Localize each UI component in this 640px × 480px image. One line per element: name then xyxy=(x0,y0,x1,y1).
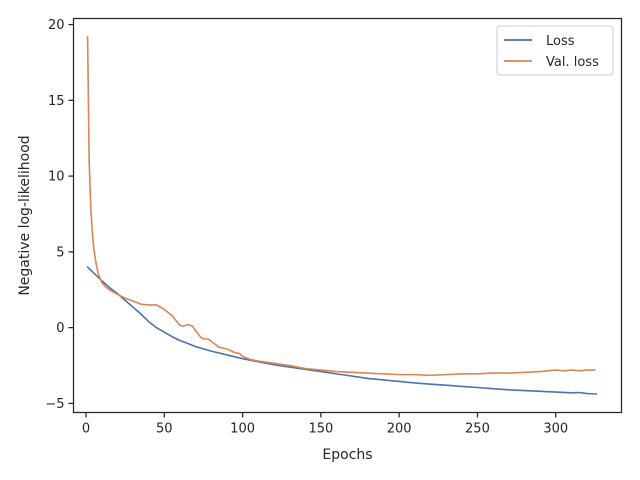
y-tick-label: 15 xyxy=(48,94,65,109)
x-tick-label: 200 xyxy=(387,422,412,437)
legend-box xyxy=(496,25,614,76)
y-axis-ticks: −5 0 5 10 15 20 xyxy=(45,18,74,412)
series-line-loss xyxy=(86,266,598,395)
x-tick-label: 300 xyxy=(543,422,568,437)
y-tick-label: 5 xyxy=(56,245,64,260)
legend: Loss Val. loss xyxy=(496,25,614,76)
y-tick-label: 10 xyxy=(48,170,65,185)
x-tick-label: 150 xyxy=(308,422,333,437)
x-tick-label: 100 xyxy=(230,422,255,437)
x-tick-label: 50 xyxy=(156,422,173,437)
legend-label-val-loss: Val. loss xyxy=(546,55,599,70)
legend-label-loss: Loss xyxy=(546,34,575,49)
y-tick-label: −5 xyxy=(45,397,64,412)
y-tick-label: 20 xyxy=(48,18,65,33)
x-axis-ticks: 0 50 100 150 200 250 300 xyxy=(82,412,568,437)
y-axis-title: Negative log-likelihood xyxy=(17,135,33,295)
series-line-val-loss xyxy=(86,35,596,377)
x-axis-title: Epochs xyxy=(322,447,372,463)
y-tick-label: 0 xyxy=(56,321,64,336)
plot-frame xyxy=(72,17,623,414)
x-tick-label: 0 xyxy=(82,422,90,437)
x-tick-label: 250 xyxy=(465,422,490,437)
series-layer xyxy=(86,35,598,395)
